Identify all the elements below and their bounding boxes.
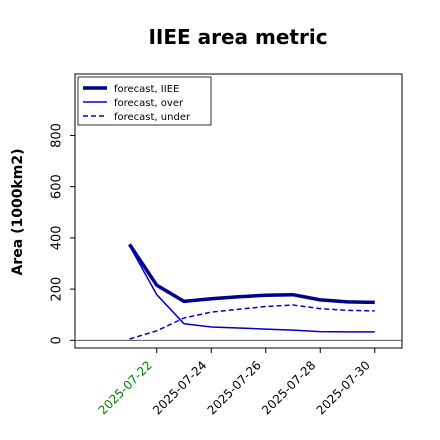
y-tick-label: 800 xyxy=(50,123,65,148)
legend-label-2: forecast, under xyxy=(114,112,191,123)
x-tick-label: 2025-07-24 xyxy=(150,358,209,417)
legend-label-0: forecast, IIEE xyxy=(114,84,179,95)
x-tick-label: 2025-07-22 xyxy=(96,358,155,417)
series-line-1 xyxy=(128,245,375,333)
plot-frame xyxy=(74,73,403,349)
series-line-0 xyxy=(128,243,375,305)
y-tick-label: 0 xyxy=(50,336,65,344)
series-line-2 xyxy=(129,304,375,340)
x-tick-label: 2025-07-28 xyxy=(259,358,318,417)
y-tick-label: 200 xyxy=(50,277,65,302)
x-tick-label: 2025-07-30 xyxy=(314,358,373,417)
y-tick-label: 400 xyxy=(50,225,65,250)
legend: forecast, IIEE forecast, over forecast, un… xyxy=(77,76,212,126)
legend-label-1: forecast, over xyxy=(114,98,184,109)
chart-title: IIEE area metric xyxy=(148,25,327,49)
x-tick-label: 2025-07-26 xyxy=(205,358,264,417)
y-tick-label: 600 xyxy=(50,174,65,199)
legend-box xyxy=(77,76,212,126)
y-axis-label: Area (1000km2) xyxy=(10,149,26,276)
